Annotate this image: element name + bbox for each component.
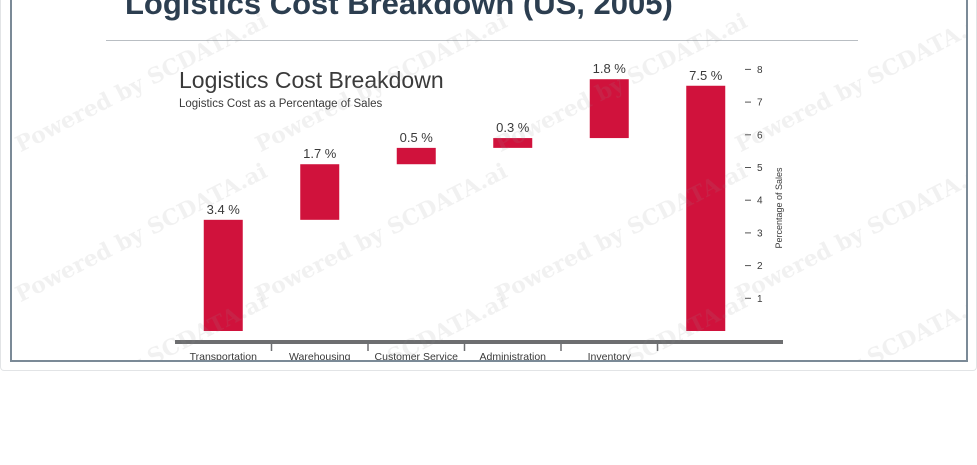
- data-label-1: 1.7 %: [303, 146, 337, 161]
- title-divider: [106, 40, 858, 41]
- bar-5: [686, 85, 726, 331]
- y-tick-label-2: 2: [757, 261, 763, 272]
- y-tick-label-3: 3: [757, 228, 763, 239]
- x-axis-line: [175, 340, 783, 344]
- chart-subtitle: Logistics Cost as a Percentage of Sales: [179, 98, 383, 110]
- data-label-2: 0.5 %: [400, 130, 434, 145]
- data-label-5: 7.5 %: [689, 68, 723, 83]
- y-tick-label-7: 7: [757, 98, 763, 109]
- waterfall-chart: Logistics Cost Breakdown Logistics Cost …: [175, 61, 784, 362]
- category-label-3: Administration: [479, 351, 546, 362]
- y-axis-label: Percentage of Sales: [774, 167, 784, 249]
- bar-2: [396, 147, 436, 165]
- category-label-4: Inventory: [588, 351, 632, 362]
- chart-title: Logistics Cost Breakdown: [179, 67, 444, 93]
- slide-title: Logistics Cost Breakdown (US, 2005): [125, 0, 673, 21]
- slide: Logistics Cost Breakdown (US, 2005) Logi…: [10, 0, 968, 362]
- data-label-0: 3.4 %: [207, 202, 241, 217]
- category-label-0: Transportation: [190, 351, 257, 362]
- viewer-frame: Logistics Cost Breakdown (US, 2005) Logi…: [0, 0, 977, 371]
- data-label-3: 0.3 %: [496, 120, 530, 135]
- y-tick-label-4: 4: [757, 196, 763, 207]
- bar-0: [203, 219, 243, 331]
- y-tick-label-5: 5: [757, 163, 763, 174]
- category-label-1: Warehousing: [289, 351, 351, 362]
- y-tick-label-1: 1: [757, 294, 763, 305]
- y-tick-label-6: 6: [757, 130, 763, 141]
- bar-3: [493, 138, 533, 148]
- category-label-2: Customer Service: [375, 351, 459, 362]
- y-tick-label-8: 8: [757, 65, 763, 76]
- bar-1: [300, 164, 340, 220]
- data-label-4: 1.8 %: [593, 61, 627, 76]
- bar-4: [589, 79, 629, 139]
